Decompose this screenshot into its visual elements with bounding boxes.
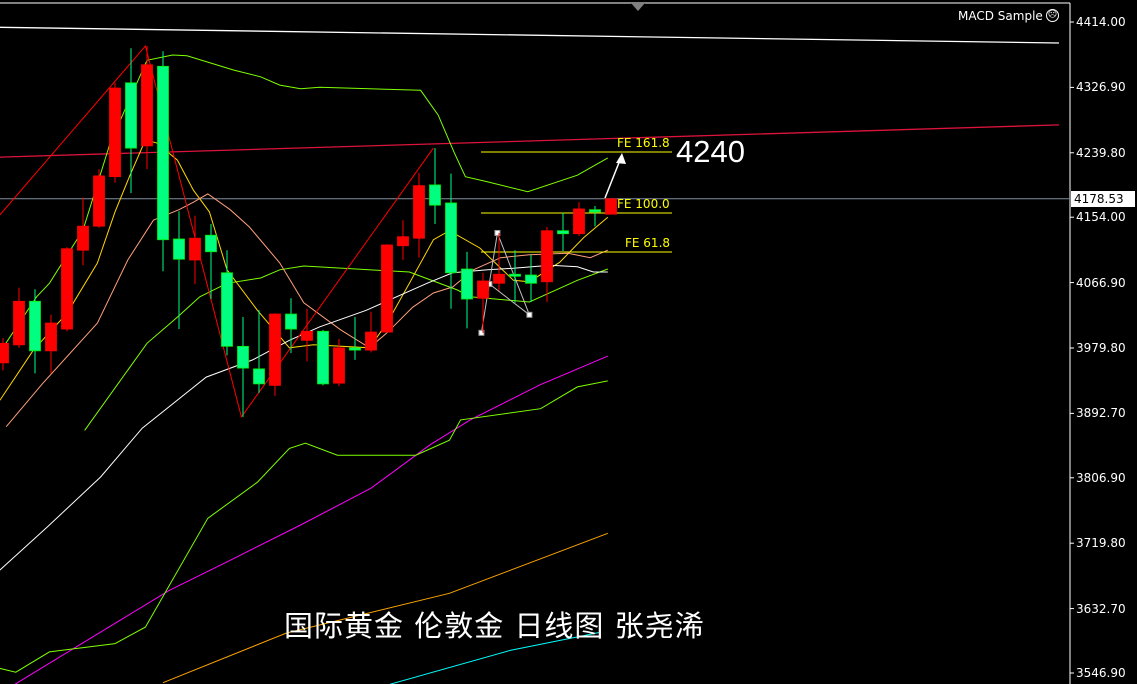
bear-candle [125,82,137,149]
bull-candle [141,64,153,147]
fibo-expansion-segment [489,283,530,316]
indicator-line-4 [84,265,608,431]
target-price-annotation: 4240 [676,134,745,169]
bear-candle [205,234,217,253]
trendline-1 [0,124,1060,158]
price-axis-label: 4414.00 [1076,15,1126,29]
indicator-line-0 [14,355,608,684]
price-axis-label: 4239.80 [1076,145,1126,160]
bull-candle [301,330,313,341]
bear-candle [461,268,473,300]
fe-161-label: FE 161.8 [617,136,670,151]
current-price-label: 4178.53 [1071,190,1135,207]
chart-caption: 国际黄金 伦敦金 日线图 张尧浠 [284,609,705,643]
bull-candle [189,237,201,261]
price-axis-label: 4066.90 [1076,275,1126,290]
bull-candle [605,198,617,215]
indicator-line-5 [0,54,609,353]
bull-candle [381,244,393,333]
bull-candle [61,248,73,330]
indicator-line-7 [5,193,608,428]
bear-candle [589,209,601,213]
fe-100-label: FE 100.0 [617,196,670,211]
trendline-0 [0,26,1060,44]
bull-candle [93,175,105,227]
bear-candle [509,273,521,277]
bull-candle [477,280,489,299]
price-axis-label: 4154.00 [1076,210,1126,225]
bear-candle [157,65,169,241]
indicator-line-1 [162,532,608,684]
price-axis-label: 3806.90 [1076,470,1126,485]
bull-candle [413,185,425,239]
zigzag-line [0,44,434,419]
fibo-anchor-handle [478,329,485,336]
arrow-head-icon [616,153,626,164]
bull-candle [493,273,505,284]
bull-candle [573,208,585,235]
bear-candle [349,347,361,351]
bull-candle [0,342,9,364]
bear-candle [429,184,441,206]
bear-candle [285,313,297,330]
indicator-line-8 [0,264,608,571]
bear-candle [525,274,537,284]
bear-candle [237,345,249,369]
bull-candle [541,230,553,283]
bull-candle [45,322,57,352]
bear-candle [317,330,329,385]
bear-candle [557,230,569,235]
price-axis-label: 3979.80 [1076,340,1126,355]
expert-advisor-label: MACD Sample [958,9,1043,23]
bear-candle [253,368,265,385]
indicator-line-6 [0,139,609,401]
chart-shift-marker-icon[interactable] [631,3,645,11]
bull-candle [269,313,281,386]
bear-candle [29,300,41,352]
sad-face-icon[interactable]: ☹ [1046,9,1059,22]
price-axis-label: 3546.90 [1076,666,1126,680]
price-axis-label: 3892.70 [1076,406,1126,421]
bull-candle [333,347,345,384]
bull-candle [109,87,121,178]
bear-candle [173,238,185,260]
price-axis-label: 4326.90 [1076,80,1126,95]
bear-candle [221,272,233,347]
bear-candle [445,202,457,274]
price-axis-label: 3719.80 [1076,536,1126,551]
bull-candle [13,300,25,346]
bull-candle [397,236,409,247]
bull-candle [365,331,377,351]
fibo-anchor-handle [526,311,533,318]
price-axis-label: 3632.70 [1076,601,1126,616]
fibo-anchor-handle [494,229,501,236]
indicator-line-3 [0,380,608,673]
bull-candle [77,225,89,251]
fe-61-label: FE 61.8 [625,236,671,251]
indicator-line-2 [390,631,600,684]
